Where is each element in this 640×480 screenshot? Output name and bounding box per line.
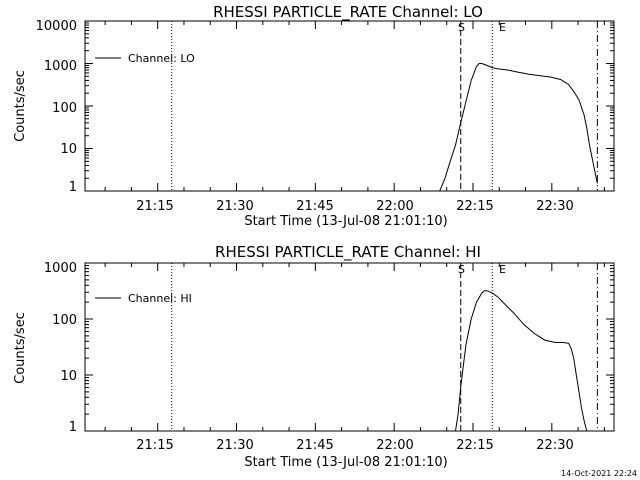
panel-hi-marker-label: E xyxy=(499,263,506,276)
panel-lo-marker-label: E xyxy=(499,21,506,34)
panel-hi-plot-frame xyxy=(84,262,615,432)
generation-timestamp: 14-Oct-2021 22:24 xyxy=(561,469,637,478)
panel-hi: RHESSI PARTICLE_RATE Channel: HI Counts/… xyxy=(13,243,615,470)
panel-hi-legend-label: Channel: HI xyxy=(128,292,192,305)
panel-lo-marks xyxy=(85,20,614,192)
panel-hi-x-ticks: 21:15 21:30 21:45 22:00 22:15 22:30 xyxy=(136,438,573,453)
panel-hi-x-tick-label: 22:00 xyxy=(376,438,413,453)
panel-lo-legend-label: Channel: LO xyxy=(128,52,195,65)
panel-lo-title: RHESSI PARTICLE_RATE Channel: LO xyxy=(213,3,483,22)
panel-hi-y-axis-label: Counts/sec xyxy=(13,312,28,384)
panel-lo-y-ticks: 1 10 100 1000 10000 xyxy=(36,19,77,195)
panel-lo-marker-label: S xyxy=(458,21,465,34)
panel-hi-x-tick-label: 21:45 xyxy=(296,438,333,453)
panel-hi-y-tick-label: 1000 xyxy=(44,261,77,276)
panel-lo-y-axis-label: Counts/sec xyxy=(13,70,28,142)
panel-lo-y-tick-label: 10 xyxy=(60,142,77,157)
panel-hi-y-tick-label: 10 xyxy=(60,369,77,384)
panel-lo-y-tick-label: 1 xyxy=(69,180,77,195)
panel-lo-series-line xyxy=(439,63,598,191)
panel-hi-x-tick-label: 22:30 xyxy=(536,438,573,453)
panel-hi-markers: S E xyxy=(458,263,506,276)
panel-lo-markers: S E xyxy=(458,21,506,34)
panel-lo-y-tick-label: 10000 xyxy=(36,19,77,34)
panel-lo-x-tick-label: 22:30 xyxy=(536,199,573,214)
panel-hi-y-tick-label: 100 xyxy=(52,313,77,328)
panel-hi-y-tick-label: 1 xyxy=(69,420,77,435)
panel-lo-x-tick-label: 21:45 xyxy=(296,199,333,214)
panel-lo-x-tick-label: 21:15 xyxy=(136,199,173,214)
panel-hi-y-ticks: 1 10 100 1000 xyxy=(44,261,77,435)
panel-lo-legend: Channel: LO xyxy=(95,52,195,65)
panel-lo-x-tick-label: 22:15 xyxy=(456,199,493,214)
panel-lo-y-tick-label: 100 xyxy=(52,101,77,116)
panel-hi-marks xyxy=(85,262,614,432)
panel-hi-x-tick-label: 21:15 xyxy=(136,438,173,453)
panel-hi-legend: Channel: HI xyxy=(95,292,192,305)
panel-hi-x-tick-label: 22:15 xyxy=(456,438,493,453)
panel-hi-x-axis-label: Start Time (13-Jul-08 21:01:10) xyxy=(244,455,447,470)
panel-lo-y-tick-label: 1000 xyxy=(44,59,77,74)
panel-hi-title: RHESSI PARTICLE_RATE Channel: HI xyxy=(215,243,481,262)
panel-lo-x-axis-label: Start Time (13-Jul-08 21:01:10) xyxy=(244,214,447,229)
panel-hi-marker-label: S xyxy=(458,263,465,276)
panel-hi-x-tick-label: 21:30 xyxy=(216,438,253,453)
panel-lo-x-tick-label: 22:00 xyxy=(376,199,413,214)
panel-hi-series-line xyxy=(455,290,588,431)
panel-lo-x-ticks: 21:15 21:30 21:45 22:00 22:15 22:30 xyxy=(136,199,573,214)
panel-lo-x-tick-label: 21:30 xyxy=(216,199,253,214)
panel-lo-plot-frame xyxy=(84,20,615,192)
panel-lo: RHESSI PARTICLE_RATE Channel: LO Counts/… xyxy=(13,3,615,229)
